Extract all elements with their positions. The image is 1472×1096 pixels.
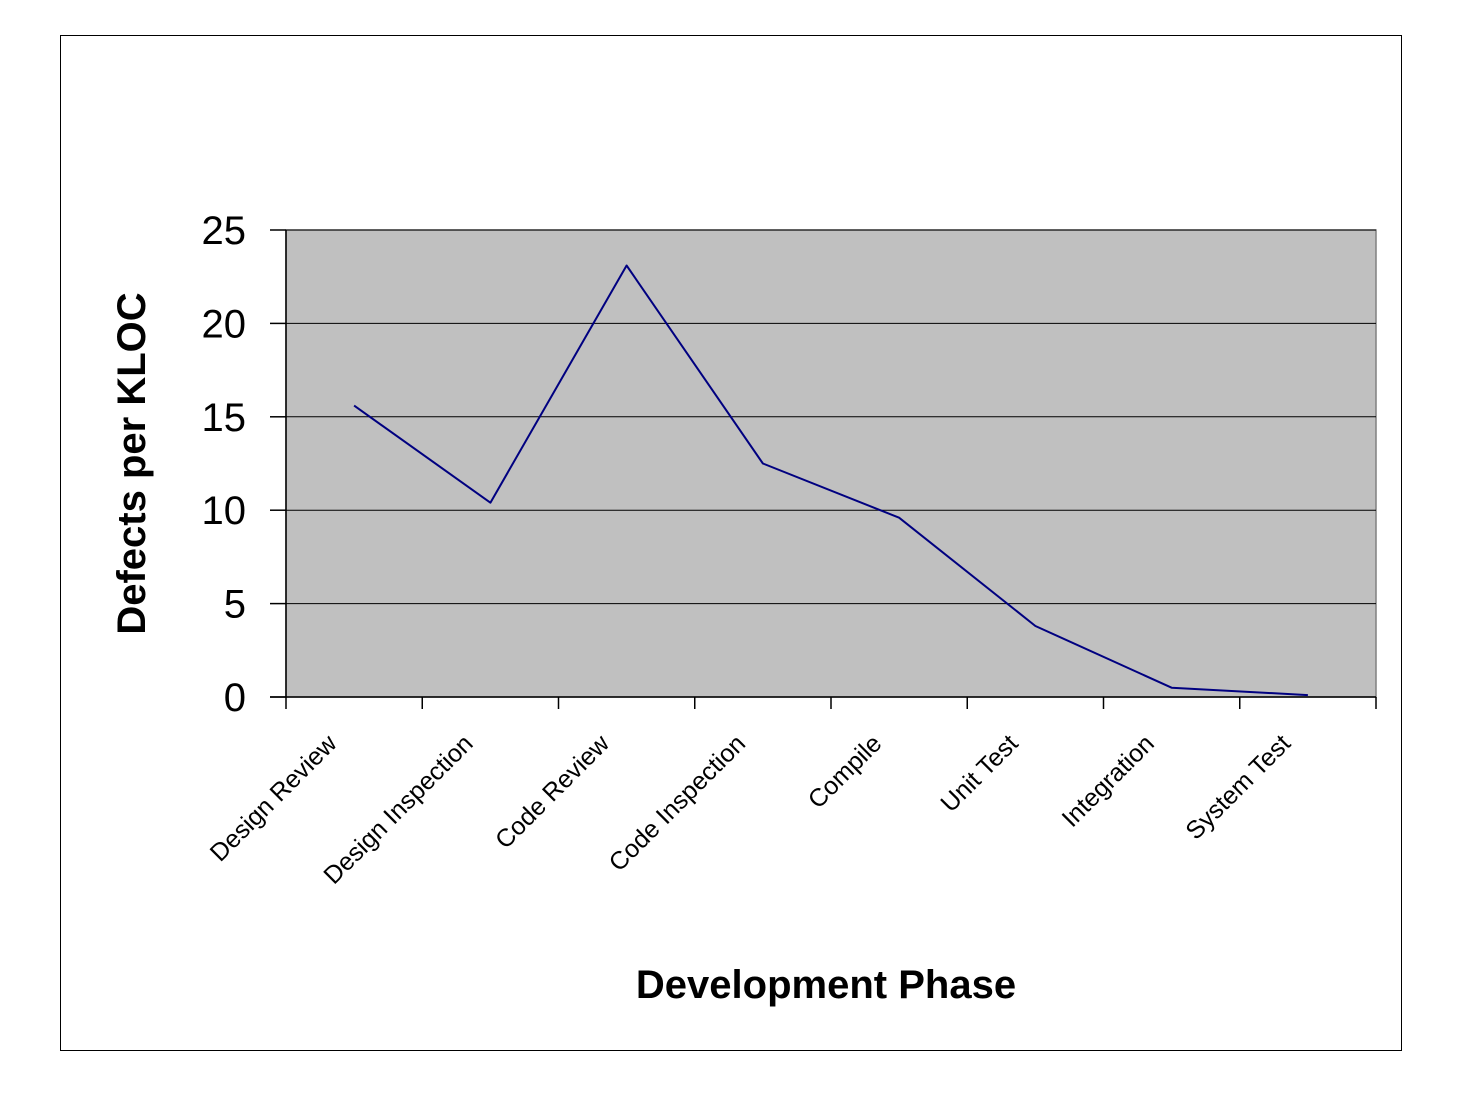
series-line [353,264,1308,697]
y-tick-label: 5 [224,583,246,627]
gridlines [286,229,1376,605]
y-tick-label: 10 [202,489,247,533]
y-tick-label: 20 [202,302,247,346]
y-axis-ticks: 0 5 10 15 20 25 [202,209,286,720]
x-category-label: Integration [1057,729,1160,832]
y-tick-label: 0 [224,676,246,720]
x-category-label: Code Inspection [604,729,752,877]
x-category-label: Design Review [205,729,343,867]
x-category-label: Unit Test [935,729,1023,817]
x-category-label: Code Review [490,729,616,855]
x-category-label: Compile [803,729,888,814]
x-category-label: Design Inspection [318,729,478,889]
y-tick-label: 25 [202,209,247,253]
y-tick-label: 15 [202,396,247,440]
series-group [353,264,1308,697]
plot-area [285,229,1377,698]
y-axis-title: Defects per KLOC [110,292,154,634]
x-axis-title: Development Phase [636,963,1016,1007]
x-category-label: System Test [1180,729,1296,845]
chart-frame [60,35,1402,1051]
